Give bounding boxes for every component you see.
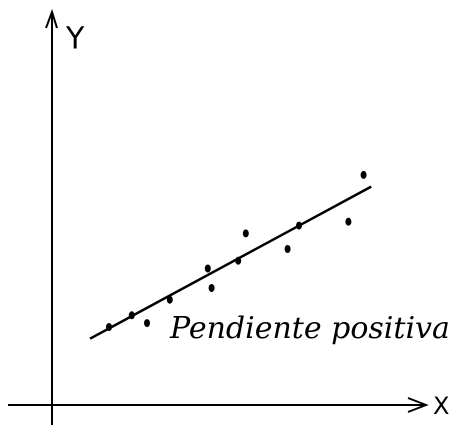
point xyxy=(204,264,211,273)
y-axis-label: Y xyxy=(65,22,85,57)
point xyxy=(128,311,135,320)
point xyxy=(360,170,367,179)
point xyxy=(242,229,249,238)
point xyxy=(208,284,215,292)
x-axis-arrow xyxy=(407,397,429,413)
trend-line xyxy=(89,185,372,340)
point xyxy=(284,245,291,253)
point xyxy=(144,319,150,328)
y-axis-arrow xyxy=(45,8,58,29)
point xyxy=(345,217,352,226)
point xyxy=(235,256,242,265)
x-axis-label: X xyxy=(433,392,449,420)
point xyxy=(296,221,302,230)
point xyxy=(166,295,173,304)
annotation: Pendiente positiva xyxy=(169,311,450,346)
point xyxy=(106,323,112,331)
